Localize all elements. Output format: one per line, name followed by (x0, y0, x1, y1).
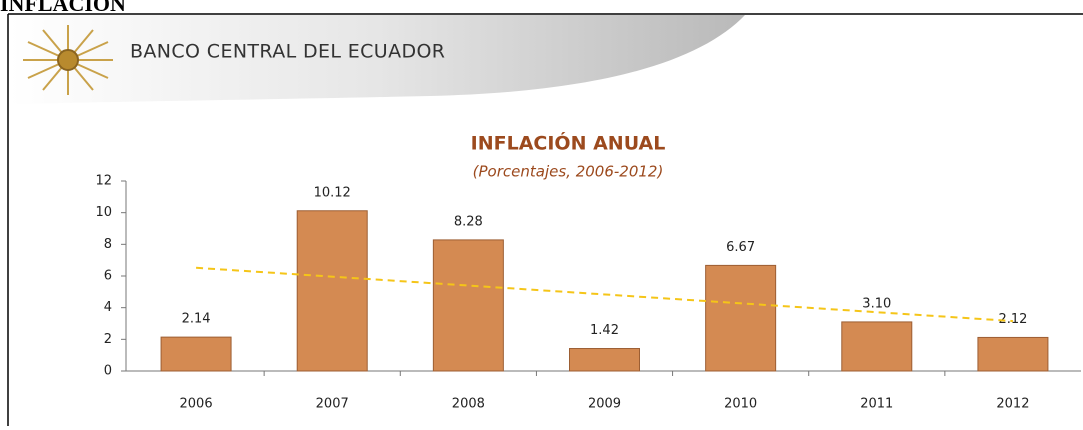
value-label: 3.10 (862, 296, 891, 311)
value-label: 8.28 (454, 214, 483, 229)
value-label: 1.42 (590, 323, 619, 338)
x-tick-label: 2006 (180, 397, 213, 412)
y-tick-label: 10 (95, 205, 112, 220)
bar (160, 336, 232, 372)
x-tick-label: 2007 (316, 397, 349, 412)
institution-name: BANCO CENTRAL DEL ECUADOR (130, 41, 445, 63)
y-tick-label: 0 (104, 364, 112, 379)
value-label: 2.12 (998, 312, 1027, 327)
y-tick-label: 2 (104, 332, 112, 347)
bar (432, 239, 504, 372)
bar (569, 348, 640, 372)
x-tick-label: 2008 (452, 397, 485, 412)
chart-subtitle: (Porcentajes, 2006-2012) (473, 163, 664, 181)
value-label: 6.67 (726, 240, 755, 255)
x-tick-label: 2012 (996, 397, 1029, 412)
chart-title: INFLACIÓN ANUAL (471, 131, 666, 155)
bar (841, 321, 913, 372)
value-label: 2.14 (182, 312, 211, 327)
y-tick-label: 8 (104, 237, 112, 252)
x-tick-label: 2011 (860, 397, 893, 412)
bar (705, 264, 777, 372)
x-tick-label: 2010 (724, 397, 757, 412)
x-tick-label: 2009 (588, 397, 621, 412)
trendline (196, 266, 1013, 323)
y-tick-label: 4 (104, 300, 112, 315)
logo (23, 25, 113, 95)
bar (296, 210, 368, 372)
bar (977, 336, 1049, 372)
y-tick-label: 12 (95, 174, 112, 189)
y-tick-label: 6 (104, 269, 112, 284)
header-swoosh (9, 15, 745, 104)
page-title: INFLACIÓN (0, 0, 126, 16)
value-label: 10.12 (314, 185, 351, 200)
